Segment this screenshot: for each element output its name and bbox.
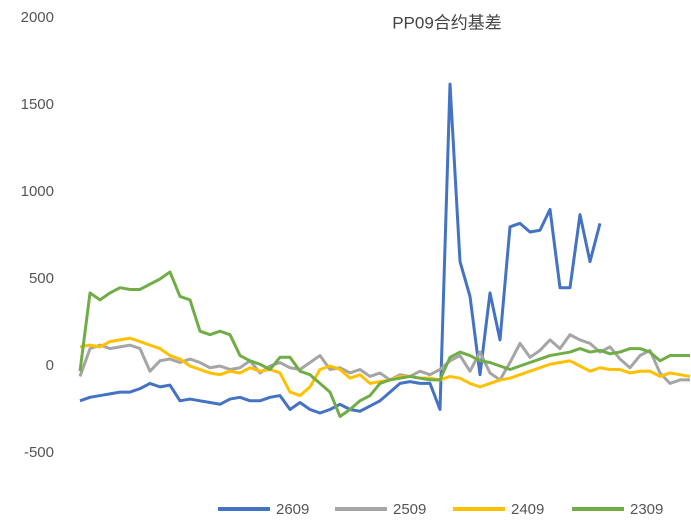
legend-label: 2309 (630, 501, 663, 518)
y-tick-label: 1500 (21, 96, 54, 113)
legend-label: 2609 (276, 501, 309, 518)
y-tick-label: 2000 (21, 9, 54, 26)
y-tick-label: 0 (46, 357, 54, 374)
series-line (78, 270, 690, 418)
y-tick-label: 500 (29, 270, 54, 287)
series-line (78, 333, 690, 385)
legend-label: 2509 (393, 501, 426, 518)
legend-label: 2409 (511, 501, 544, 518)
series-line (79, 82, 602, 415)
chart-title: PP09合约基差 (392, 13, 502, 32)
y-tick-label: 1000 (21, 183, 54, 200)
y-tick-label: -500 (24, 444, 54, 461)
